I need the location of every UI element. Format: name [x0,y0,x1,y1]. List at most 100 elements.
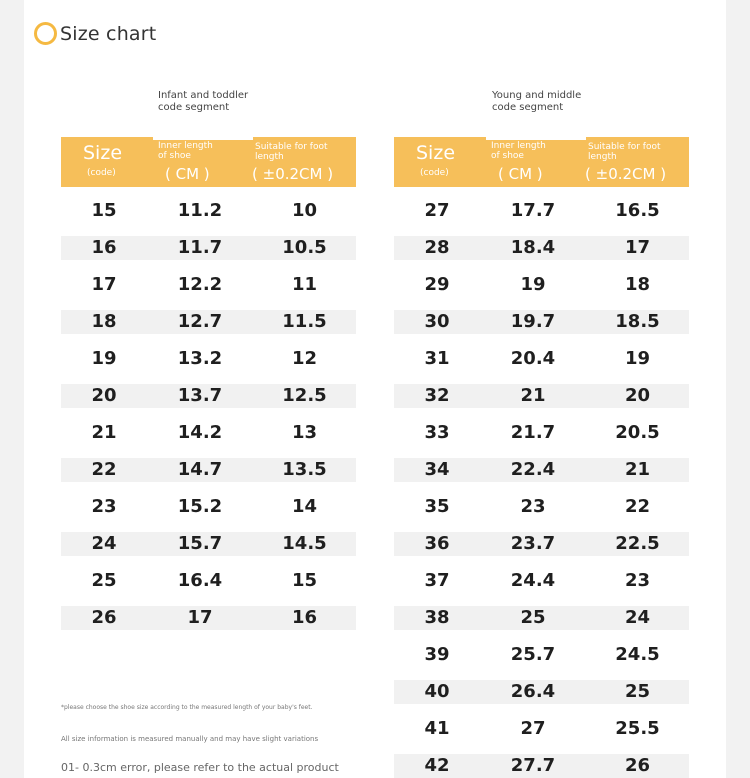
table-row: 18 12.7 11.5 [61,310,356,334]
foot-length-cell: 18.5 [615,311,660,332]
size-cell: 31 [424,348,450,369]
size-cell: 30 [424,311,450,332]
foot-length-cell: 22 [624,496,651,517]
code-header-label: (code) [420,168,449,178]
inner-length-cell: 27 [520,718,546,739]
page-title: Size chart [60,22,157,45]
inner-length-cell: 23.7 [510,533,556,554]
size-cell: 27 [424,200,450,221]
inner-length-cell: 16.4 [177,570,223,591]
foot-length-cell: 10.5 [282,237,327,258]
inner-length-cell: 12.2 [177,274,223,295]
size-cell: 22 [91,459,117,480]
inner-length-cell: 11.7 [177,237,223,258]
inner-length-cell: 19.7 [510,311,556,332]
size-cell: 19 [91,348,117,369]
inner-length-cell: 17 [187,607,213,628]
inner-length-line2: of shoe [158,151,191,161]
size-cell: 33 [424,422,450,443]
foot-length-line2: length [255,152,284,162]
table-header: Size (code) Inner length of shoe ( CM ) … [61,137,356,187]
table-row: 41 27 25.5 [394,717,689,741]
foot-length-cell: 11 [291,274,318,295]
size-cell: 28 [424,237,450,258]
size-cell: 25 [91,570,117,591]
inner-length-cell: 23 [520,496,546,517]
table-row: 40 26.4 25 [394,680,689,704]
left-segment-label: Infant and toddler code segment [158,90,248,114]
foot-length-column-header: Suitable for foot length ( ±0.2CM ) [585,137,689,187]
foot-length-cell: 24.5 [615,644,660,665]
size-cell: 20 [91,385,117,406]
foot-length-cell: 10 [291,200,318,221]
table-row: 42 27.7 26 [394,754,689,778]
foot-length-cell: 13.5 [282,459,327,480]
foot-length-cell: 26 [624,755,651,776]
size-cell: 18 [91,311,117,332]
table-row: 27 17.7 16.5 [394,199,689,223]
table-row: 36 23.7 22.5 [394,532,689,556]
foot-length-cell: 24 [624,607,651,628]
note-choose-size: *please choose the shoe size according t… [61,704,313,711]
foot-length-cell: 16.5 [615,200,660,221]
table-row: 21 14.2 13 [61,421,356,445]
inner-length-cell: 12.7 [177,311,223,332]
foot-length-cell: 15 [291,570,318,591]
left-segment-line1: Infant and toddler [158,90,249,101]
foot-length-cell: 12 [291,348,318,369]
size-cell: 38 [424,607,450,628]
table-row: 23 15.2 14 [61,495,356,519]
table-row: 37 24.4 23 [394,569,689,593]
size-cell: 41 [424,718,450,739]
table-row: 29 19 18 [394,273,689,297]
right-segment-label: Young and middle code segment [492,90,581,114]
inner-length-cell: 11.2 [177,200,223,221]
table-row: 19 13.2 12 [61,347,356,371]
inner-length-cell: 22.4 [510,459,556,480]
foot-length-cell: 25.5 [615,718,660,739]
inner-length-cell: 17.7 [510,200,556,221]
right-segment-line2: code segment [492,102,564,113]
inner-length-cell: 13.7 [177,385,223,406]
foot-length-cell: 17 [624,237,651,258]
foot-length-cell: 21 [624,459,651,480]
size-cell: 29 [424,274,450,295]
right-segment-line1: Young and middle [492,90,582,101]
table-row: 32 21 20 [394,384,689,408]
size-cell: 24 [91,533,117,554]
size-header-label: Size [416,142,456,164]
table-body: 15 11.2 10 16 11.7 10.5 17 12.2 11 18 12.7 11.5 19 13… [61,199,356,630]
size-cell: 37 [424,570,450,591]
foot-length-cell: 20.5 [615,422,660,443]
inner-length-cell: 25 [520,607,546,628]
foot-length-cell: 18 [624,274,651,295]
size-cell: 40 [424,681,450,702]
foot-length-cell: 14 [291,496,318,517]
inner-length-cell: 20.4 [510,348,556,369]
table-row: 38 25 24 [394,606,689,630]
inner-length-cell: 15.7 [177,533,223,554]
size-cell: 26 [91,607,117,628]
table-row: 31 20.4 19 [394,347,689,371]
inner-length-cell: 21.7 [510,422,556,443]
inner-length-cell: 27.7 [510,755,556,776]
size-cell: 17 [91,274,117,295]
table-row: 35 23 22 [394,495,689,519]
table-row: 24 15.7 14.5 [61,532,356,556]
inner-length-cell: 15.2 [177,496,223,517]
size-cell: 15 [91,200,117,221]
size-cell: 23 [91,496,117,517]
foot-length-cell: 11.5 [282,311,327,332]
foot-length-cell: 23 [624,570,651,591]
inner-length-cell: 19 [520,274,546,295]
table-row: 16 11.7 10.5 [61,236,356,260]
foot-length-line1: Suitable for foot [588,142,661,152]
note-error-range: 01- 0.3cm error, please refer to the act… [61,761,339,774]
foot-length-cell: 19 [624,348,651,369]
inner-length-cell: 24.4 [510,570,556,591]
size-cell: 34 [424,459,450,480]
foot-length-cell: 16 [291,607,318,628]
table-row: 34 22.4 21 [394,458,689,482]
inner-length-cell: 14.2 [177,422,223,443]
youth-size-table: Size (code) Inner length of shoe ( CM ) … [394,137,689,778]
